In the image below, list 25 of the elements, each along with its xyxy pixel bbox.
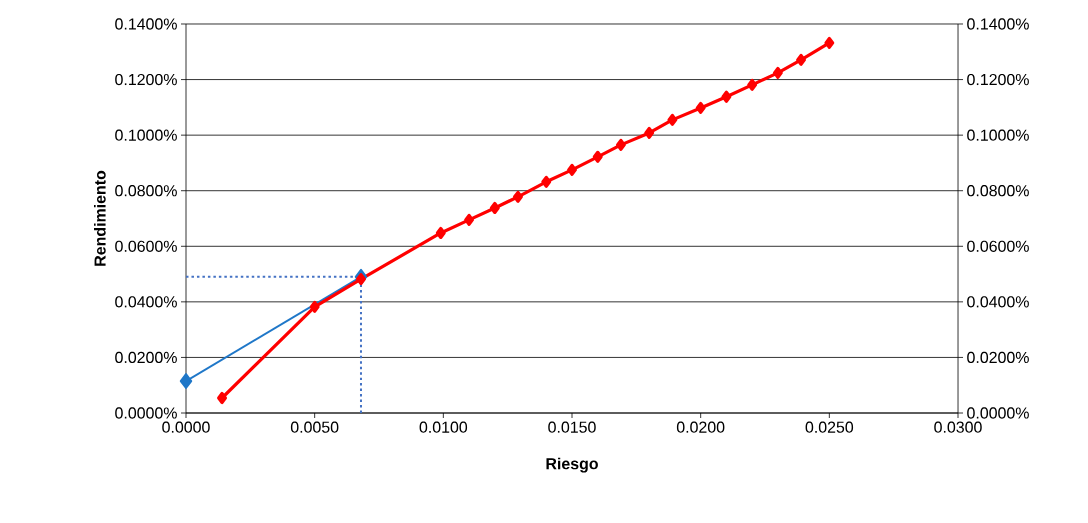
y-tick-label: 0.0400% bbox=[115, 296, 177, 308]
y2-tick-label: 0.1400% bbox=[967, 18, 1029, 30]
y2-tick-label: 0.0600% bbox=[967, 240, 1029, 252]
x-tick-label: 0.0050 bbox=[290, 421, 339, 433]
x-axis-title: Riesgo bbox=[546, 457, 598, 473]
y-axis-title: Rendimiento bbox=[94, 170, 106, 266]
x-tick-label: 0.0100 bbox=[419, 421, 468, 433]
y2-tick-label: 0.1000% bbox=[967, 129, 1029, 141]
x-tick-label: 0.0150 bbox=[548, 421, 596, 433]
y2-tick-label: 0.1200% bbox=[967, 73, 1029, 86]
y2-tick-label: 0.0200% bbox=[967, 351, 1029, 364]
y-tick-label: 0.0000% bbox=[115, 407, 177, 419]
y-tick-label: 0.1200% bbox=[115, 73, 177, 86]
x-tick-label: 0.0000 bbox=[162, 421, 210, 433]
x-tick-label: 0.0200 bbox=[676, 421, 725, 433]
y-tick-label: 0.0200% bbox=[115, 351, 177, 364]
x-tick-label: 0.0300 bbox=[934, 421, 982, 433]
y2-tick-label: 0.0000% bbox=[967, 407, 1029, 419]
x-tick-label: 0.0250 bbox=[805, 421, 854, 433]
y-tick-label: 0.0600% bbox=[115, 240, 177, 252]
y-tick-label: 0.0800% bbox=[115, 185, 177, 197]
y2-tick-label: 0.0800% bbox=[967, 185, 1029, 197]
y-tick-label: 0.1000% bbox=[115, 129, 177, 141]
y2-tick-label: 0.0400% bbox=[967, 296, 1029, 308]
y-tick-label: 0.1400% bbox=[115, 18, 177, 30]
